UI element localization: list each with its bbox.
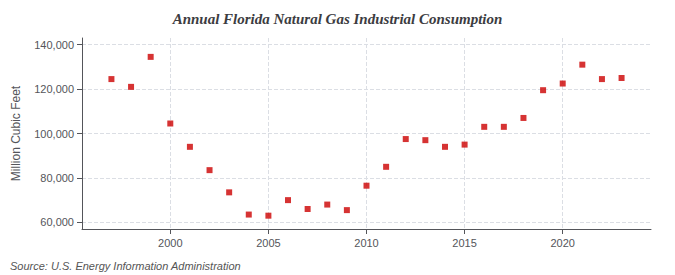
svg-text:2000: 2000 [158, 237, 182, 249]
svg-text:Source: U.S. Energy Informatio: Source: U.S. Energy Information Administ… [10, 260, 241, 272]
svg-text:2005: 2005 [256, 237, 280, 249]
svg-text:80,000: 80,000 [40, 172, 74, 184]
svg-text:Million Cubic Feet: Million Cubic Feet [9, 85, 23, 181]
svg-text:2015: 2015 [452, 237, 476, 249]
svg-text:100,000: 100,000 [34, 128, 74, 140]
svg-text:2020: 2020 [550, 237, 574, 249]
svg-text:2010: 2010 [354, 237, 378, 249]
svg-text:Annual Florida Natural Gas Ind: Annual Florida Natural Gas Industrial Co… [172, 11, 503, 27]
svg-text:140,000: 140,000 [34, 39, 74, 51]
svg-text:60,000: 60,000 [40, 216, 74, 228]
svg-text:120,000: 120,000 [34, 83, 74, 95]
